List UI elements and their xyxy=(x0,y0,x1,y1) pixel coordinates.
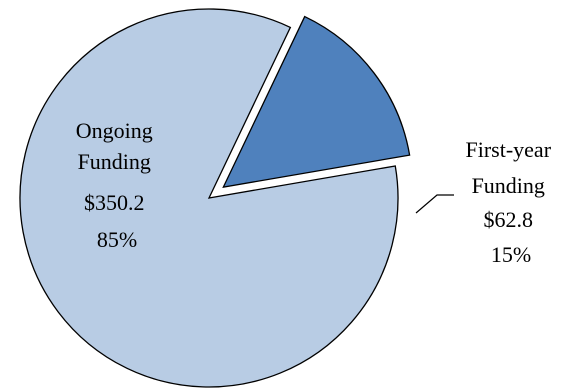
ongoing-label: Ongoing Funding $350.2 85% xyxy=(76,118,159,252)
ongoing-label-line-2: Funding xyxy=(78,149,151,174)
pie-slices xyxy=(19,8,411,388)
ongoing-value-label: $350.2 xyxy=(84,190,145,215)
ongoing-slice xyxy=(19,8,399,388)
first-year-label: First-year Funding $62.8 15% xyxy=(465,137,556,267)
first-year-label-line-1: First-year xyxy=(465,137,551,162)
first-year-label-line-2: Funding xyxy=(472,173,545,198)
ongoing-label-line-1: Ongoing xyxy=(76,118,153,143)
first-year-leader-line xyxy=(415,194,454,214)
first-year-value-label: $62.8 xyxy=(484,207,534,232)
first-year-percent-label: 15% xyxy=(491,242,531,267)
ongoing-percent-label: 85% xyxy=(97,227,137,252)
first-year-slice xyxy=(222,15,411,188)
